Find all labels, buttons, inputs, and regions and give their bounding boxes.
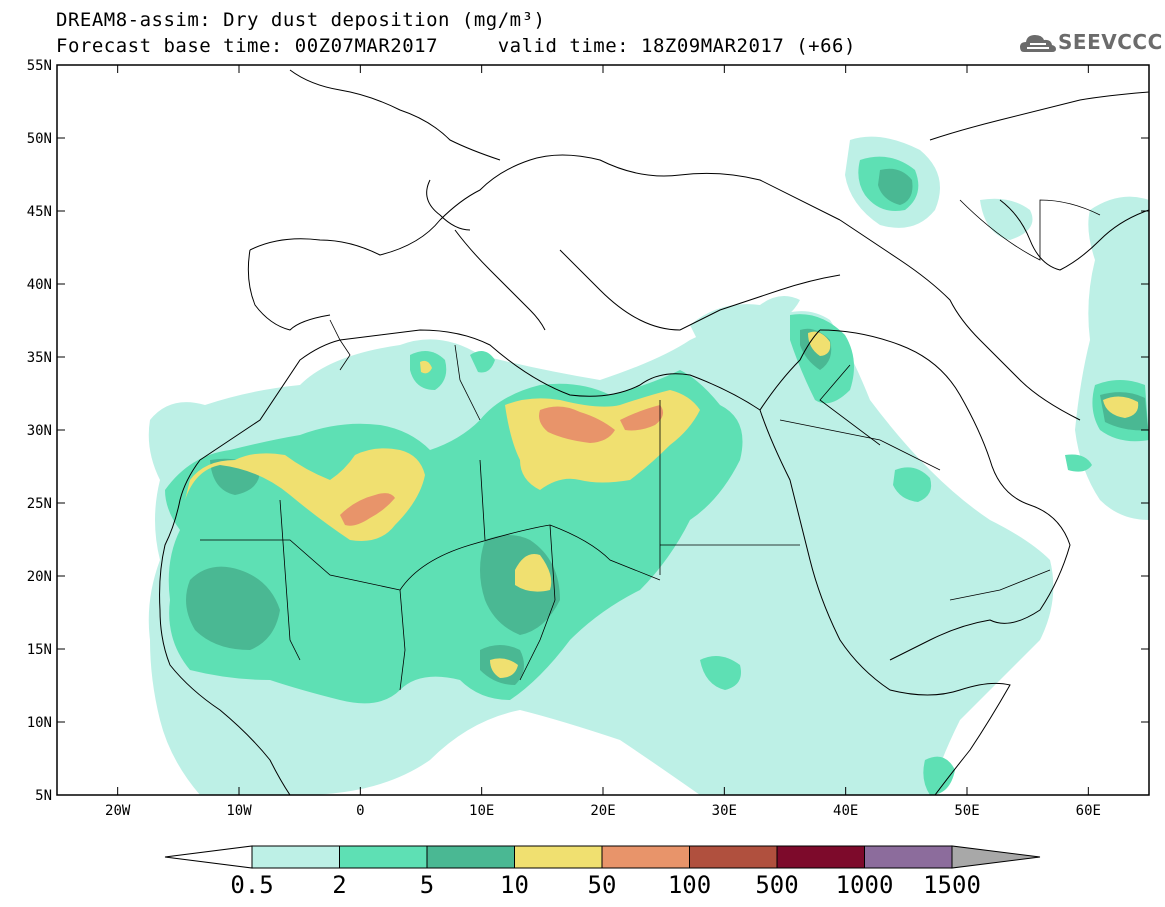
lat-tick-label: 40N bbox=[27, 277, 52, 293]
lon-tick-label: 0 bbox=[356, 803, 364, 819]
map-subtitle: Forecast base time: 00Z07MAR2017 valid t… bbox=[56, 35, 856, 57]
colorbar-segment bbox=[339, 845, 428, 869]
colorbar-label: 50 bbox=[588, 871, 617, 899]
lat-tick-label: 50N bbox=[27, 131, 52, 147]
lon-tick-label: 10W bbox=[226, 803, 252, 819]
colorbar-over-triangle bbox=[951, 845, 1041, 869]
colorbar-label: 10 bbox=[500, 871, 529, 899]
logo-text: SEEVCCC bbox=[1058, 30, 1163, 54]
colorbar-segment bbox=[776, 845, 865, 869]
colorbar-under-triangle bbox=[164, 845, 253, 869]
colorbar-segment bbox=[864, 845, 953, 869]
lat-tick-label: 25N bbox=[27, 496, 52, 512]
lon-tick-label: 20W bbox=[105, 803, 131, 819]
colorbar-segment bbox=[251, 845, 340, 869]
country-borders bbox=[200, 199, 1101, 691]
lat-tick-label: 35N bbox=[27, 350, 52, 366]
colorbar-label: 100 bbox=[668, 871, 711, 899]
colorbar-label: 0.5 bbox=[230, 871, 273, 899]
colorbar-label: 1500 bbox=[923, 871, 981, 899]
lon-tick-label: 50E bbox=[954, 803, 979, 819]
lon-tick-label: 20E bbox=[590, 803, 615, 819]
lat-tick-label: 45N bbox=[27, 204, 52, 220]
map-plot-area bbox=[57, 65, 1149, 795]
lon-axis: 20W 10W 0 10E 20E 30E 40E 50E 60E bbox=[105, 65, 1101, 819]
lat-tick-label: 30N bbox=[27, 423, 52, 439]
lon-tick-label: 30E bbox=[712, 803, 737, 819]
seevccc-logo: SEEVCCC bbox=[1018, 28, 1162, 58]
colorbar-label: 500 bbox=[755, 871, 798, 899]
contour-level-5 bbox=[340, 405, 664, 526]
lat-axis: 55N 50N 45N 40N 35N 30N 25N 20N 15N 10N 5N bbox=[27, 58, 1149, 804]
colorbar-segment bbox=[426, 845, 515, 869]
lat-tick-label: 5N bbox=[35, 788, 52, 804]
cloud-icon bbox=[1020, 35, 1056, 52]
lon-tick-label: 40E bbox=[833, 803, 858, 819]
colorbar-label: 2 bbox=[332, 871, 346, 899]
lon-tick-label: 60E bbox=[1076, 803, 1101, 819]
lat-tick-label: 20N bbox=[27, 569, 52, 585]
colorbar-segment bbox=[601, 845, 690, 869]
colorbar-segment bbox=[514, 845, 603, 869]
colorbar-label: 5 bbox=[420, 871, 434, 899]
lon-tick-label: 10E bbox=[469, 803, 494, 819]
colorbar-label: 1000 bbox=[836, 871, 894, 899]
map-title: DREAM8-assim: Dry dust deposition (mg/m³… bbox=[56, 9, 546, 31]
lat-tick-label: 10N bbox=[27, 715, 52, 731]
lat-tick-label: 15N bbox=[27, 642, 52, 658]
coastlines bbox=[159, 69, 1149, 795]
colorbar: 0.5 2 5 10 50 100 500 1000 1500 bbox=[164, 845, 1041, 899]
lat-tick-label: 55N bbox=[27, 58, 52, 74]
colorbar-segment bbox=[689, 845, 778, 869]
